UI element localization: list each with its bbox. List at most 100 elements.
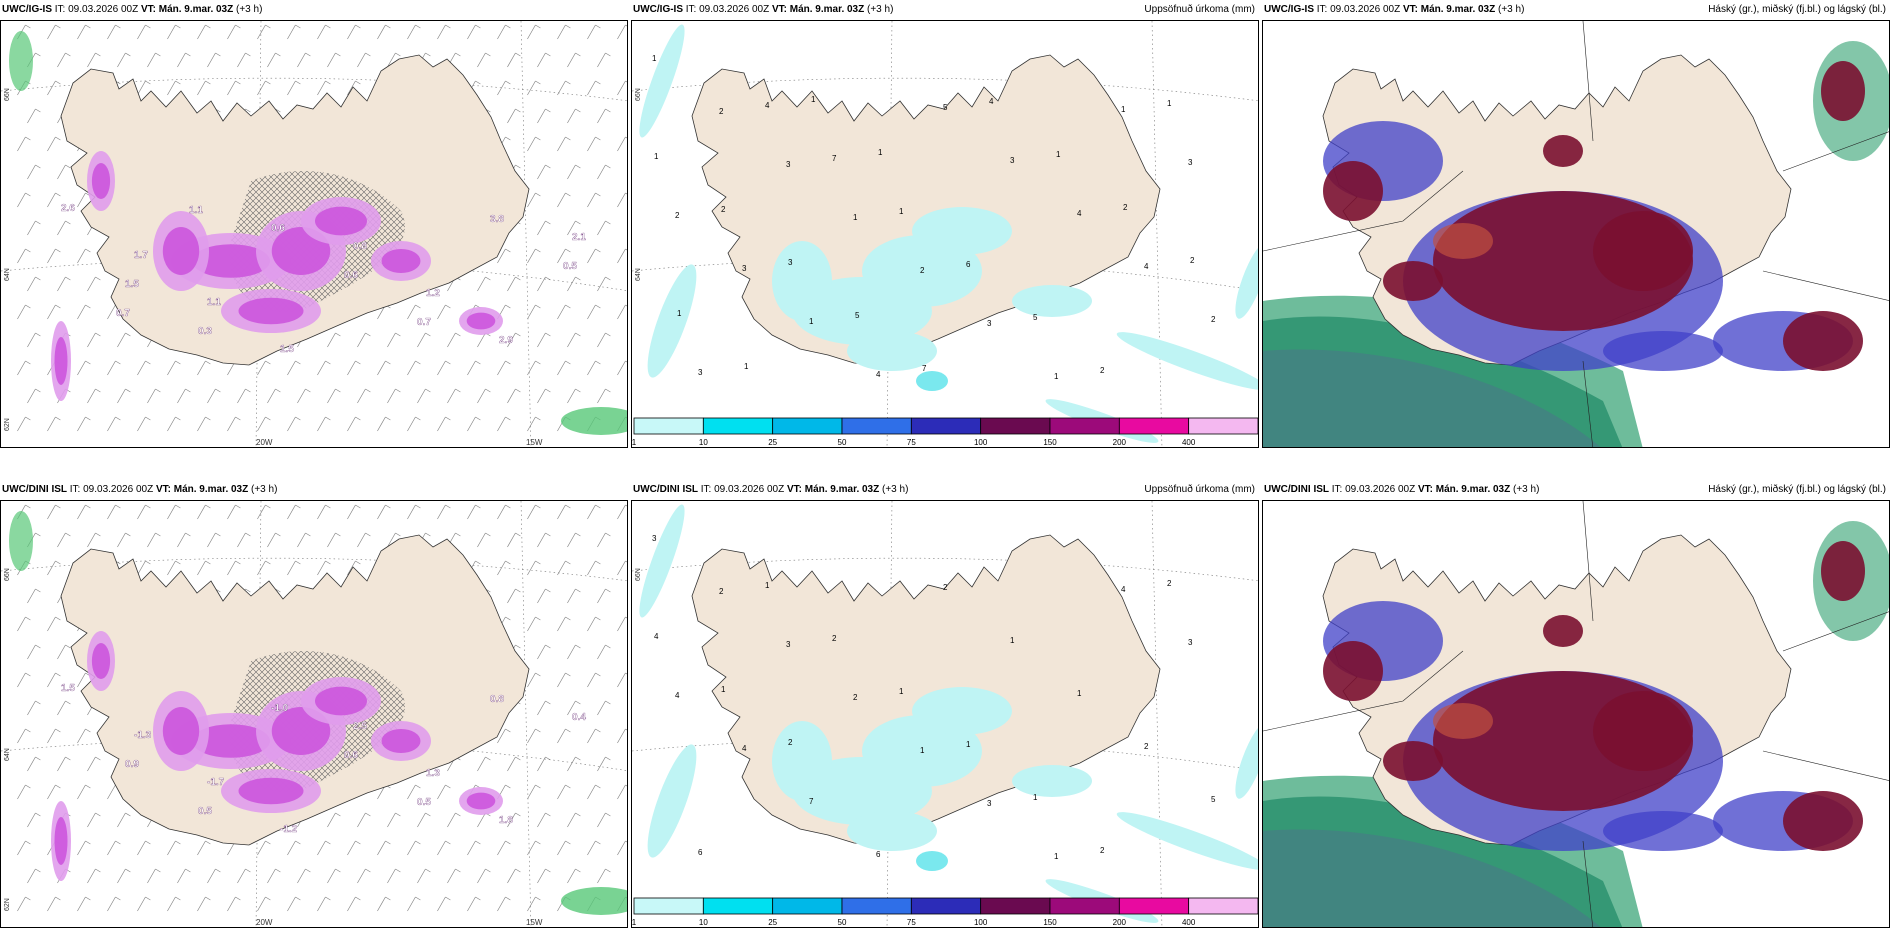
graticule — [1, 501, 627, 927]
wind-barb — [297, 388, 311, 404]
colorbar-tick: 75 — [907, 438, 916, 447]
wind-barb — [17, 248, 31, 264]
precip-area — [1012, 765, 1092, 797]
meridian-line — [1151, 21, 1163, 447]
snow-area — [54, 337, 68, 385]
wind-barb — [327, 332, 341, 348]
low-cloud-area — [1263, 775, 1643, 927]
high-cloud-area — [1783, 791, 1863, 851]
wind-barb — [27, 220, 41, 236]
wind-barb — [407, 304, 421, 320]
parallel-line — [1, 739, 627, 771]
wind-barb — [507, 812, 521, 828]
precip-value: 2 — [1211, 315, 1216, 324]
panel-title: Háský (gr.), miðský (fj.bl.) og lágský (… — [1708, 484, 1886, 495]
valid-time: Mán. 9.mar. 03Z — [1420, 4, 1496, 15]
wind-barb — [587, 192, 601, 208]
wind-barb — [507, 756, 521, 772]
wind-barb — [477, 332, 491, 348]
it-label: IT: — [69, 484, 81, 495]
wind-barb — [147, 388, 161, 404]
colorbar-tick: 200 — [1113, 438, 1127, 447]
wind-barb — [27, 332, 41, 348]
wind-barb — [557, 248, 571, 264]
wind-barb — [387, 812, 401, 828]
precip-value: 1 — [652, 54, 657, 63]
wind-barb — [57, 52, 71, 68]
precip-value: 1 — [765, 581, 770, 590]
wind-barb — [597, 532, 611, 548]
map-panel-top-left: UWC/IG-IS IT: 09.03.2026 00Z VT: Mán. 9.… — [0, 0, 628, 448]
model-name: UWC/DINI ISL — [1264, 484, 1329, 495]
wind-barb — [447, 332, 461, 348]
high-cloud-area — [1543, 615, 1583, 647]
wind-barb — [597, 388, 611, 404]
meridian-line — [255, 21, 262, 447]
precip-value: 7 — [832, 154, 837, 163]
precip-value: 2 — [788, 738, 793, 747]
wind-barb — [137, 504, 151, 520]
value-label: 0.3 — [198, 326, 212, 337]
wind-barb — [57, 276, 71, 292]
precip-value: 1 — [1054, 372, 1059, 381]
precip-map-svg: 1231231132314534423471652112357412211111… — [632, 21, 1258, 447]
colorbar-swatch — [1118, 897, 1190, 915]
wind-barb — [387, 868, 401, 884]
wind-barb — [627, 165, 628, 179]
latitude-label: 66N — [4, 88, 11, 101]
wind-barb — [347, 504, 361, 520]
precip-area — [647, 264, 697, 378]
wind-barb — [47, 416, 61, 432]
precip-value: 4 — [654, 632, 659, 641]
wind-barb — [17, 896, 31, 912]
wind-barb — [317, 24, 331, 40]
wind-barb — [507, 388, 521, 404]
colorbar-tick: 1 — [632, 918, 637, 927]
value-label: 2.6 — [61, 203, 75, 214]
valid-time: Mán. 9.mar. 03Z — [158, 4, 234, 15]
precip-value: 4 — [765, 101, 770, 110]
init-time: 09.03.2026 00Z — [699, 4, 770, 15]
precip-value: 1 — [920, 746, 925, 755]
colorbar-swatch — [1188, 897, 1258, 915]
lead-time: (+3 h) — [867, 4, 894, 15]
wind-barb — [537, 52, 551, 68]
wind-barb — [437, 360, 451, 376]
wind-barb — [617, 784, 627, 800]
wind-barb — [527, 672, 541, 688]
wind-barb — [197, 504, 211, 520]
wind-barb — [77, 896, 91, 912]
precip-value: 2 — [721, 205, 726, 214]
wind-barb — [507, 276, 521, 292]
cloud-map — [1262, 500, 1890, 928]
mid-cloud-area — [1603, 331, 1723, 371]
wind-barb — [227, 80, 241, 96]
wind-barb — [327, 868, 341, 884]
wind-barb — [107, 504, 121, 520]
region-boundaries — [1263, 21, 1889, 447]
wind-barb — [117, 812, 131, 828]
wind-barb — [537, 812, 551, 828]
wind-barb — [27, 164, 41, 180]
colorbar-swatch — [1049, 897, 1120, 915]
wind-barb — [207, 532, 221, 548]
parallel-line — [1, 557, 627, 582]
value-label: 3.8 — [490, 214, 504, 225]
high-cloud-area — [1593, 211, 1693, 291]
wind-barb — [57, 644, 71, 660]
wind-barb — [557, 504, 571, 520]
wind-barb — [567, 388, 581, 404]
wind-barb — [617, 840, 627, 856]
wind-barb — [597, 276, 611, 292]
meridian-line — [886, 21, 893, 447]
colorbar-tick: 25 — [768, 438, 777, 447]
wind-barb — [287, 504, 301, 520]
wind-barb — [177, 52, 191, 68]
wind-barb — [107, 840, 121, 856]
wind-barb — [27, 108, 41, 124]
wind-barb — [107, 896, 121, 912]
wind-barb — [407, 360, 421, 376]
wind-barb — [587, 248, 601, 264]
wind-barb — [437, 840, 451, 856]
wind-barb — [227, 24, 241, 40]
